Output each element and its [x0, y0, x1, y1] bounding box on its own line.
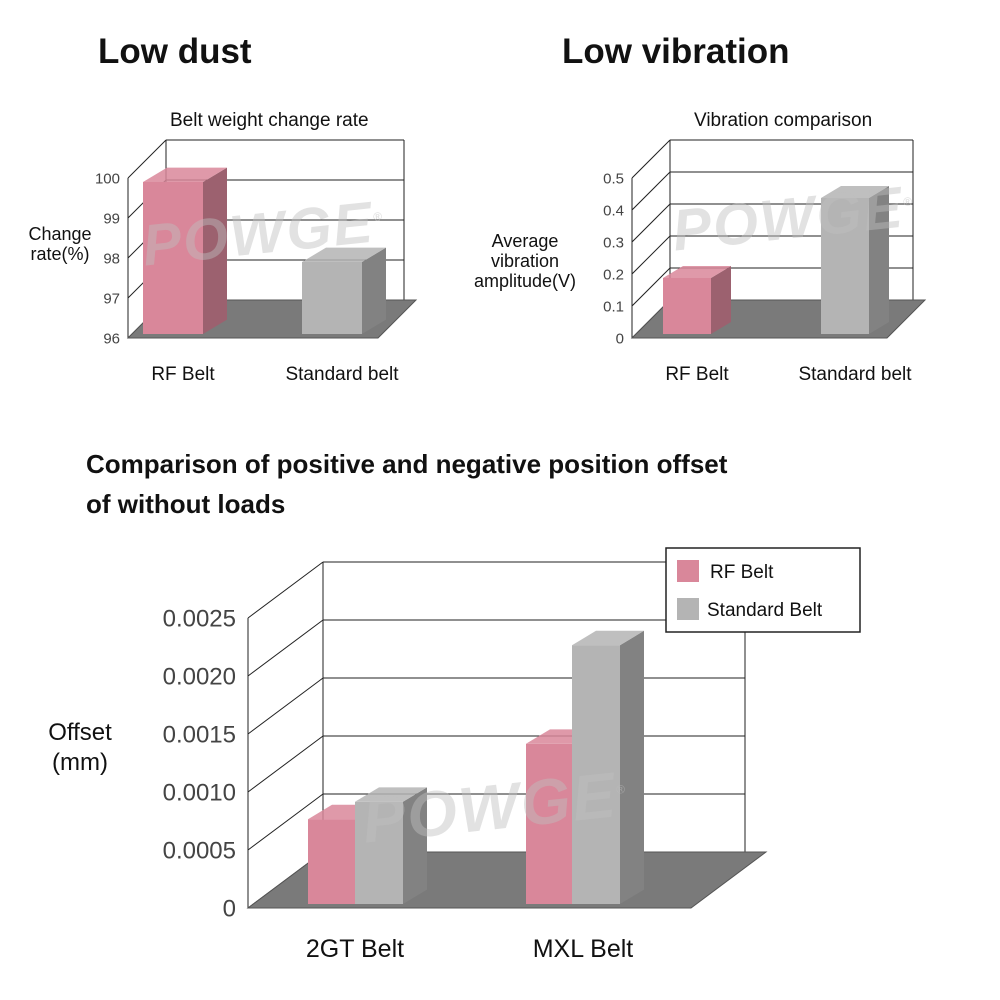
chart3-y-tick-label: 0.0020	[163, 663, 236, 690]
chart2-ylabel-line1: Average	[491, 231, 559, 251]
chart1-y-tick-label: 99	[103, 210, 120, 227]
chart2-y-tick-label: 0.4	[603, 202, 624, 219]
chart1-bar-side	[362, 247, 386, 334]
chart3-y-tick-label: 0.0010	[163, 779, 236, 806]
chart3-bar-top	[572, 630, 644, 646]
chart2-x-tick-label: Standard belt	[798, 364, 912, 385]
chart3-bar	[526, 743, 574, 904]
chart3-side-gridline	[247, 793, 324, 851]
chart2-side-gridline	[631, 235, 671, 275]
legend-label: RF Belt	[710, 562, 774, 583]
watermark-registered-mark: ®	[615, 781, 628, 797]
chart3-y-tick-label: 0.0015	[163, 721, 236, 748]
legend-label: Standard Belt	[707, 600, 823, 621]
chart1-title: Belt weight change rate	[170, 110, 369, 131]
legend-swatch	[677, 598, 699, 620]
chart2-bar-side	[869, 186, 889, 334]
chart1-bar	[302, 262, 362, 334]
chart1-y-tick-label: 98	[103, 250, 120, 267]
offset-comparison-title: Comparison of positive and negative posi…	[86, 444, 966, 524]
chart3-side-gridline	[247, 561, 324, 619]
chart2-title: Vibration comparison	[694, 110, 873, 131]
offset-title-line2: of without loads	[86, 489, 286, 519]
chart1-y-tick-label: 96	[103, 330, 120, 347]
chart3-bar	[308, 819, 356, 904]
chart3-ylabel-line2: (mm)	[52, 749, 108, 776]
chart3-bar	[355, 801, 403, 904]
chart2-side-gridline	[631, 267, 671, 307]
chart1-bar-side	[203, 167, 227, 334]
chart2-x-tick-label: RF Belt	[665, 364, 729, 385]
chart3-ylabel-line1: Offset	[48, 719, 112, 746]
chart2-bar	[821, 198, 869, 334]
chart2-y-tick-label: 0.1	[603, 298, 624, 315]
chart3-bar	[572, 645, 620, 904]
chart1-y-tick-label: 97	[103, 290, 120, 307]
chart3-y-tick-label: 0.0025	[163, 605, 236, 632]
legend-swatch	[677, 560, 699, 582]
chart1-y-tick-label: 100	[95, 170, 120, 187]
chart2-side-gridline	[631, 171, 671, 211]
low-vibration-heading: Low vibration	[562, 32, 790, 71]
chart2-bar-top	[821, 186, 889, 198]
chart2-bar-side	[711, 266, 731, 334]
chart2-y-tick-label: 0.3	[603, 234, 624, 251]
chart2-y-tick-label: 0	[616, 330, 624, 347]
chart1-plot: 96 97 98 99 100 RF Belt Standard belt	[95, 139, 418, 385]
chart3-y-tick-label: 0	[223, 895, 236, 922]
chart3-plot: 0 0.0005 0.0010 0.0015 0.0020 0.0025 2GT Belt M…	[163, 547, 861, 963]
chart2-ylabel-line2: vibration	[490, 251, 560, 271]
low-dust-heading: Low dust	[98, 32, 252, 71]
chart2-side-gridline	[631, 203, 671, 243]
chart2-y-tick-label: 0.2	[603, 266, 624, 283]
chart3-y-tick-label: 0.0005	[163, 837, 236, 864]
chart1-x-tick-label: RF Belt	[151, 364, 215, 385]
chart2-bar-top	[663, 266, 731, 278]
watermark-registered-mark: ®	[902, 194, 915, 210]
chart2-y-tick-label: 0.5	[603, 170, 624, 187]
chart3-bar-side	[403, 787, 427, 904]
chart3-side-gridline	[247, 735, 324, 793]
chart1-bar-top	[302, 247, 386, 262]
chart2-side-gridline	[631, 139, 671, 179]
chart1-y-axis-label: Change rate(%)	[10, 224, 110, 264]
chart1-bar	[143, 182, 203, 334]
chart1-ylabel-line1: Change	[28, 224, 92, 244]
chart3-side-gridline	[247, 677, 324, 735]
offset-title-line1: Comparison of positive and negative posi…	[86, 449, 728, 479]
chart3-bar-top	[355, 787, 427, 802]
chart2-y-axis-label: Average vibration amplitude(V)	[455, 231, 595, 291]
chart1-bar-top	[143, 167, 227, 182]
chart3-bar-side	[620, 630, 644, 904]
chart1-x-tick-label: Standard belt	[285, 364, 399, 385]
chart3-x-tick-label: MXL Belt	[533, 935, 634, 963]
chart1-ylabel-line2: rate(%)	[30, 244, 90, 264]
chart2-ylabel-line3: amplitude(V)	[473, 271, 577, 291]
chart2-plot: 0 0.1 0.2 0.3 0.4 0.5 RF Belt Standard belt	[603, 139, 927, 385]
chart3-x-tick-label: 2GT Belt	[306, 935, 404, 963]
chart1-side-gridline	[127, 139, 167, 179]
chart2-bar	[663, 278, 711, 334]
chart3-side-gridline	[247, 619, 324, 677]
watermark-registered-mark: ®	[372, 209, 385, 225]
chart3-y-axis-label: Offset (mm)	[28, 718, 132, 778]
